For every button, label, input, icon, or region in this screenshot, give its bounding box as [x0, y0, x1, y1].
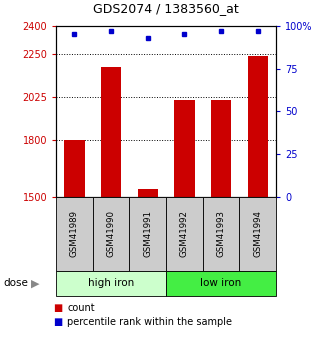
- Text: ■: ■: [53, 317, 62, 326]
- Text: ▶: ▶: [30, 278, 39, 288]
- Text: low iron: low iron: [200, 278, 242, 288]
- Text: high iron: high iron: [88, 278, 134, 288]
- Bar: [211, 100, 231, 197]
- Text: GSM41990: GSM41990: [107, 210, 116, 257]
- Bar: [138, 189, 158, 197]
- Bar: [174, 100, 195, 197]
- Text: GSM41991: GSM41991: [143, 210, 152, 257]
- Text: GSM41992: GSM41992: [180, 210, 189, 257]
- Text: percentile rank within the sample: percentile rank within the sample: [67, 317, 232, 326]
- Bar: [65, 140, 84, 197]
- Bar: [101, 67, 121, 197]
- Text: GDS2074 / 1383560_at: GDS2074 / 1383560_at: [93, 2, 239, 16]
- Text: count: count: [67, 304, 95, 313]
- Text: GSM41989: GSM41989: [70, 210, 79, 257]
- Text: ■: ■: [53, 304, 62, 313]
- Text: GSM41993: GSM41993: [217, 210, 226, 257]
- Text: dose: dose: [3, 278, 28, 288]
- Bar: [248, 56, 268, 197]
- Text: GSM41994: GSM41994: [253, 210, 262, 257]
